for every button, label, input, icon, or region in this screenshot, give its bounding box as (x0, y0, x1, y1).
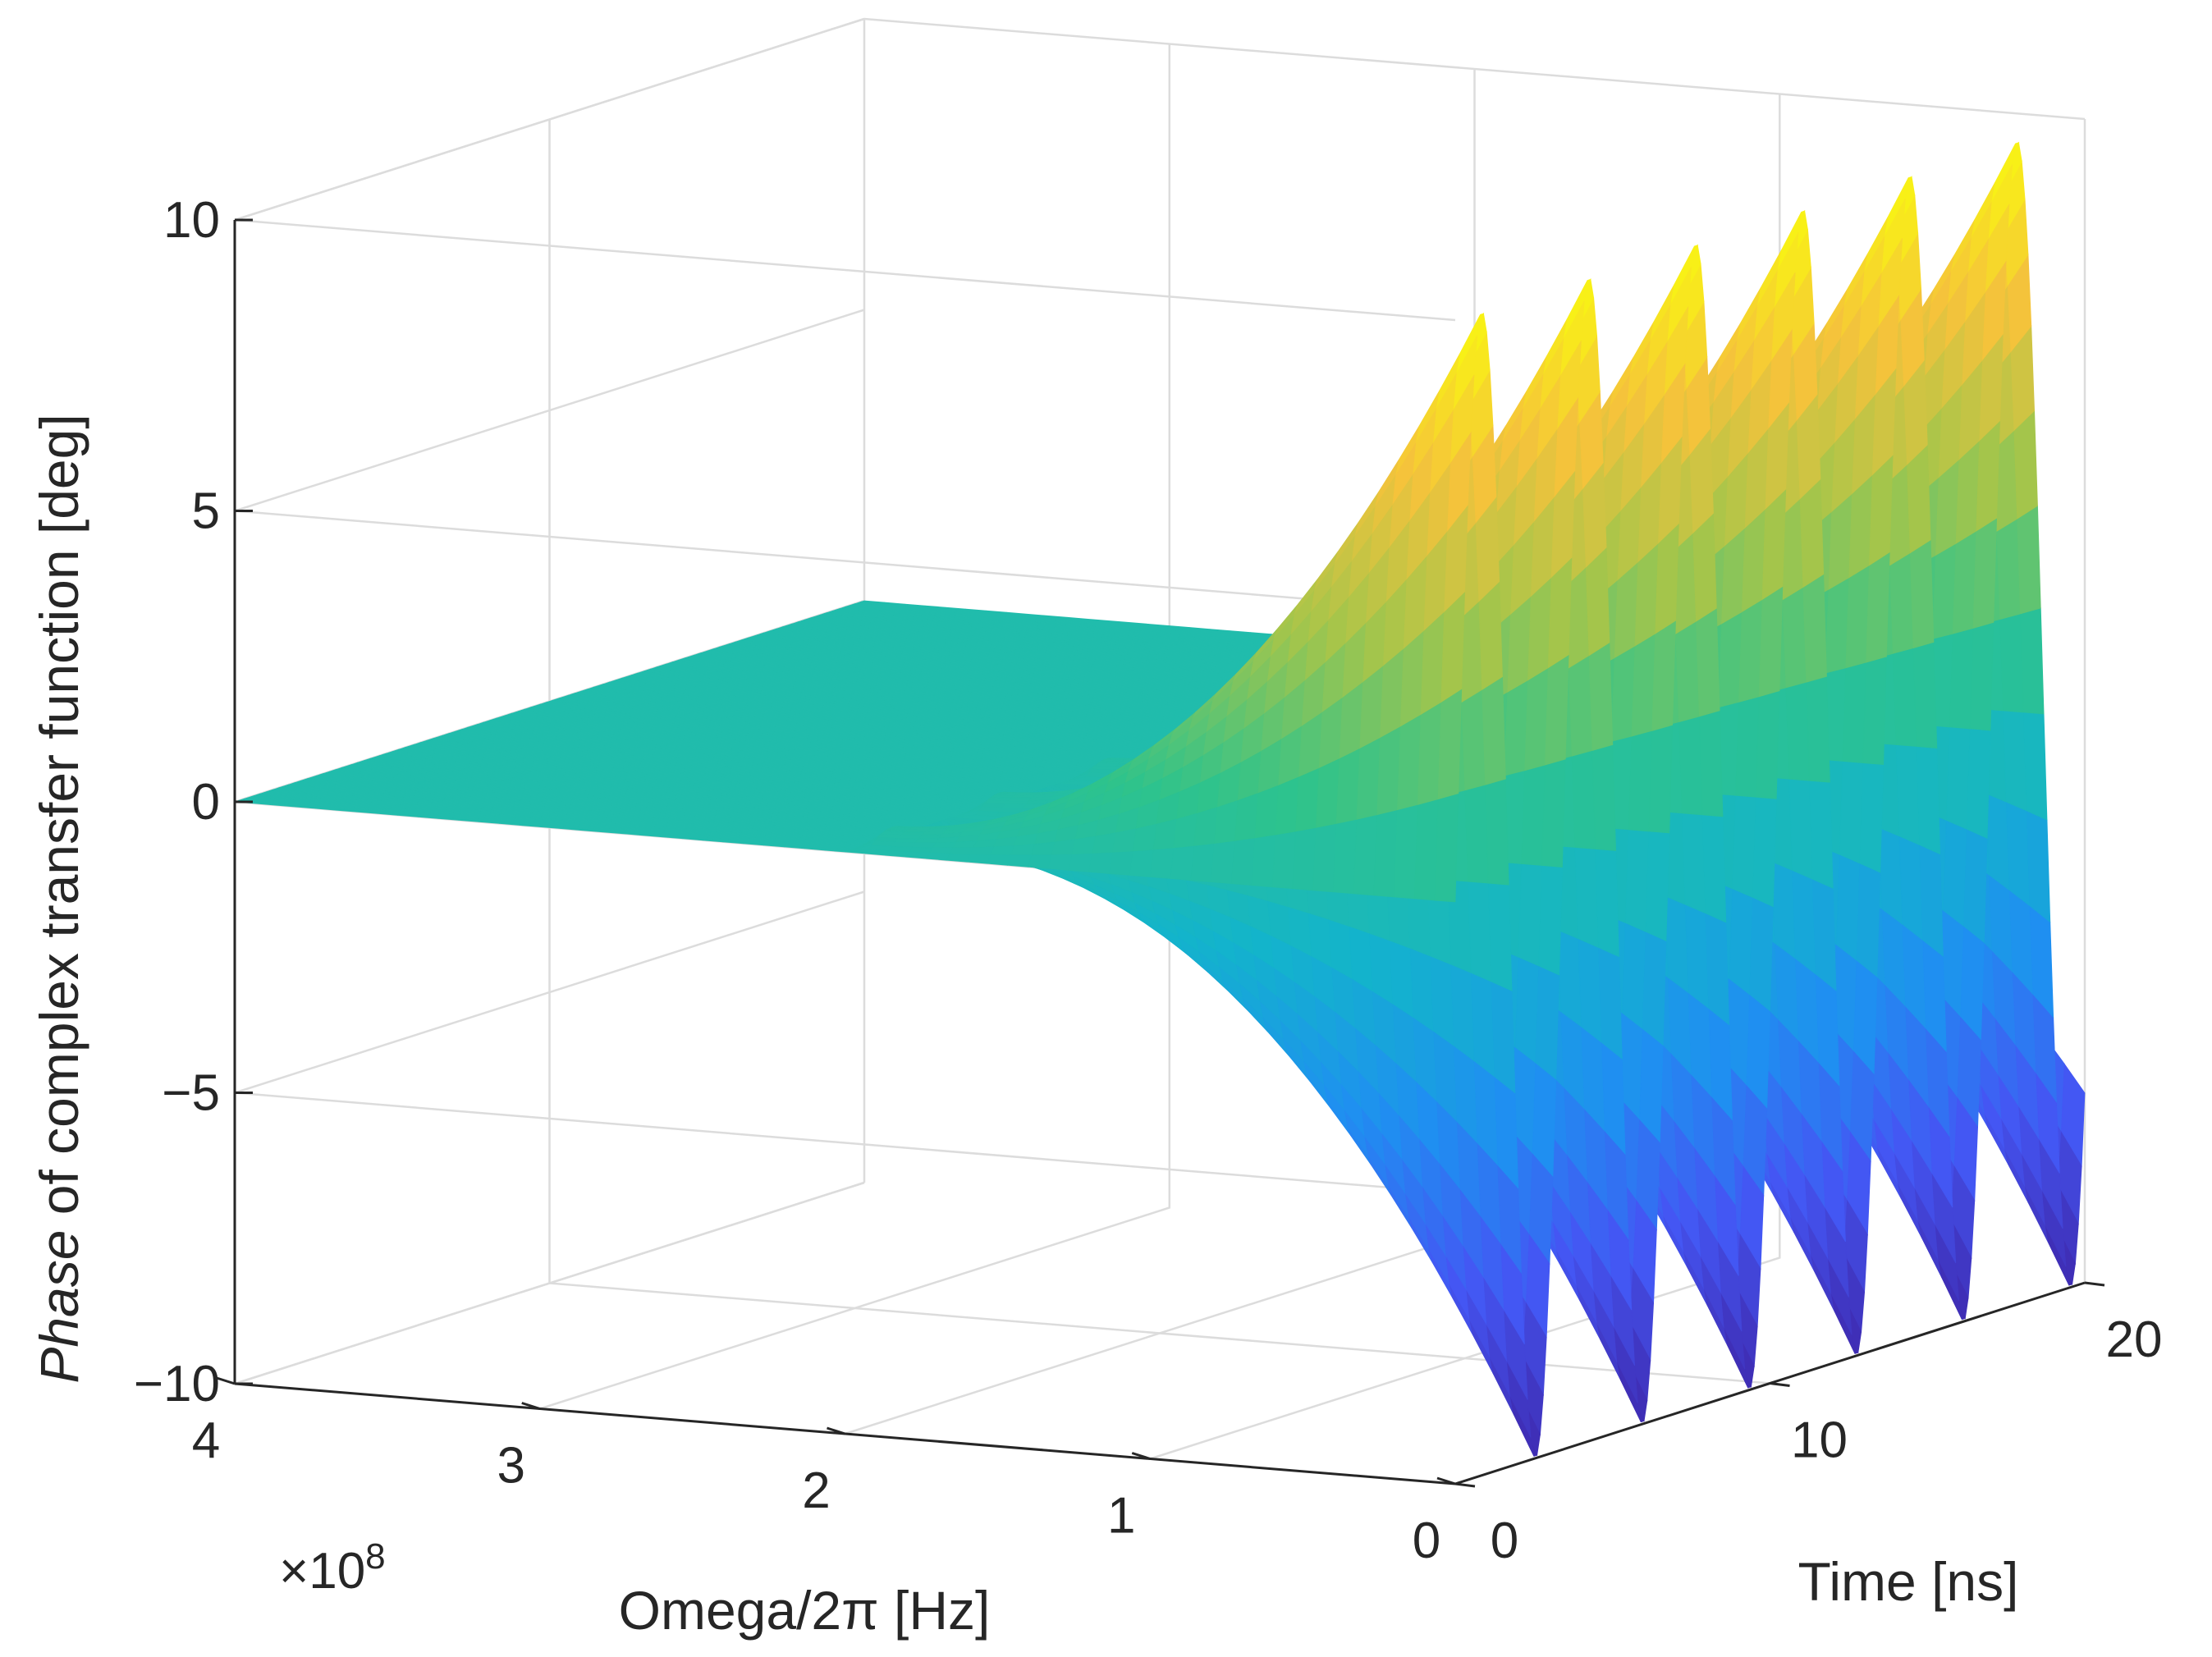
z-grid-line (234, 309, 1456, 612)
z-grid-line (234, 1181, 1456, 1485)
z-grid-line (234, 17, 1456, 322)
surface-mesh (234, 141, 2086, 1457)
x-grid-line (539, 43, 1171, 1410)
